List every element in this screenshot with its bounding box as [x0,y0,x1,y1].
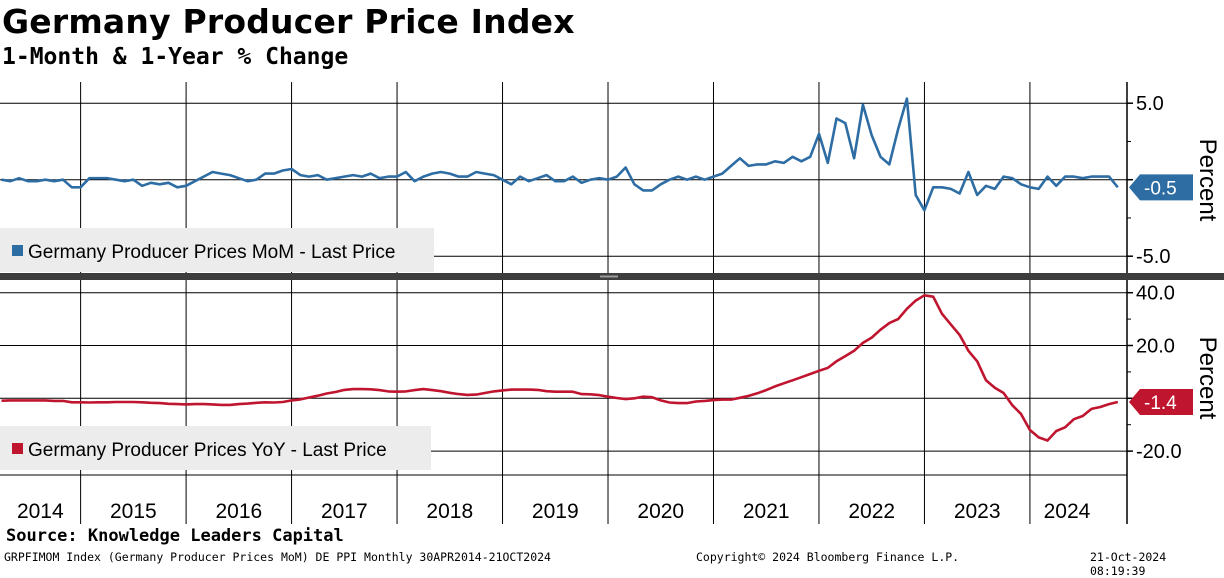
x-tick-label: 2022 [848,500,895,523]
footer-index-info: GRPFIMOM Index (Germany Producer Prices … [4,550,551,564]
yoy-tick-label: 20.0 [1136,336,1175,358]
mom-legend-box [0,228,434,272]
x-tick-label: 2020 [637,500,684,523]
yoy-last-value-callout [1129,388,1193,415]
chart-canvas: 5.0 -5.0 40.0 20.0 -20.0 Percent Percent Ge… [0,82,1224,524]
chart-title: Germany Producer Price Index [2,2,575,41]
mom-legend-swatch [12,245,23,256]
x-tick-label: 2021 [743,500,790,523]
mom-y-axis: 5.0 -5.0 [1127,93,1170,268]
x-axis-year-labels: 2014 2015 2016 2017 2018 2019 2020 2021 2022 2023… [17,500,1091,523]
yoy-series-line [1,293,1119,442]
mom-tick-label: -5.0 [1136,246,1170,268]
mom-legend-label: Germany Producer Prices MoM - Last Price [28,242,395,263]
chart-subtitle: 1-Month & 1-Year % Change [2,44,349,70]
yoy-legend-label: Germany Producer Prices YoY - Last Price [28,440,387,461]
yoy-tick-label: 40.0 [1136,283,1175,305]
x-tick-label: 2014 [17,500,64,523]
footer-copyright: Copyright© 2024 Bloomberg Finance L.P. [696,550,960,564]
x-tick-label: 2018 [426,500,473,523]
mom-y-axis-title: Percent [1194,139,1221,222]
x-tick-label: 2023 [954,500,1001,523]
x-tick-label: 2015 [110,500,157,523]
mom-last-value-callout [1129,174,1193,201]
x-tick-label: 2024 [1044,500,1091,523]
x-tick-label: 2019 [532,500,579,523]
yoy-last-value-label: -1.4 [1144,393,1177,414]
yoy-legend-swatch [12,443,23,454]
yoy-y-axis-title: Percent [1194,337,1221,420]
mom-last-value-label: -0.5 [1144,178,1177,199]
x-tick-label: 2016 [215,500,262,523]
mom-tick-label: 5.0 [1136,93,1164,115]
source-note: Source: Knowledge Leaders Capital [6,526,344,546]
yoy-tick-label: -20.0 [1136,441,1182,463]
mom-series-line [1,97,1119,212]
yoy-legend-box [0,426,431,470]
x-tick-label: 2017 [321,500,368,523]
yoy-y-axis: 40.0 20.0 -20.0 [1127,283,1182,463]
panel-divider-grip[interactable] [600,275,618,278]
footer-timestamp: 21-Oct-2024 08:19:39 [1090,550,1167,578]
